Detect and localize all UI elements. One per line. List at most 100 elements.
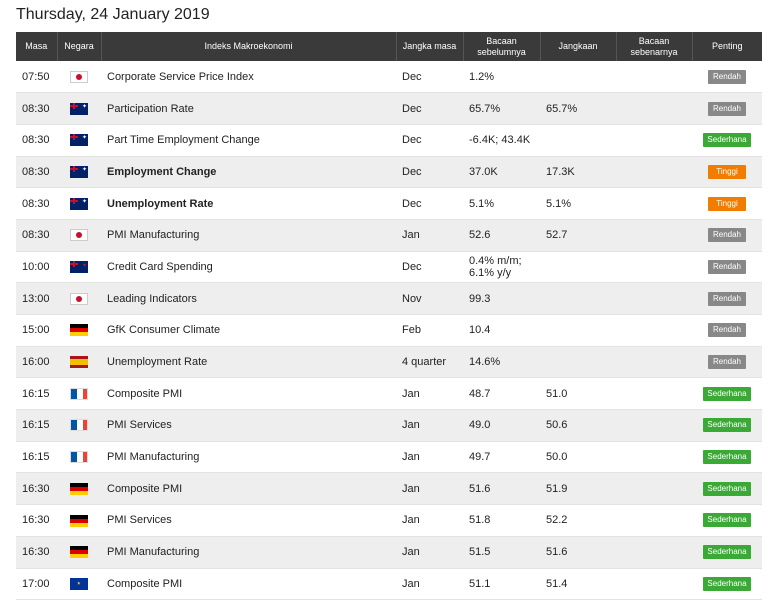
flag-de-icon (70, 324, 88, 337)
col-header-importance: Penting (692, 32, 762, 61)
cell-period: Jan (396, 536, 463, 569)
table-row[interactable]: 16:30 PMI Manufacturing Jan 51.5 51.6 Sederha… (16, 536, 762, 569)
table-row[interactable]: 16:15 Composite PMI Jan 48.7 51.0 Sederhana (16, 377, 762, 411)
table-row[interactable]: 16:15 PMI Manufacturing Jan 49.7 50.0 Sederha… (16, 441, 762, 474)
cell-index[interactable]: Composite PMI (101, 568, 396, 600)
cell-actual (616, 504, 692, 537)
cell-period: Dec (396, 251, 463, 284)
cell-country (57, 536, 101, 569)
cell-period: Jan (396, 568, 463, 600)
cell-index[interactable]: PMI Manufacturing (101, 536, 396, 569)
cell-index[interactable]: Unemployment Rate (101, 346, 396, 379)
col-header-period: Jangka masa (396, 32, 464, 61)
cell-actual (616, 219, 692, 252)
cell-previous: 51.6 (463, 472, 540, 506)
table-row[interactable]: 13:00 Leading Indicators Nov 99.3 Rendah (16, 282, 762, 315)
cell-actual (616, 409, 692, 442)
importance-badge: Tinggi (708, 164, 746, 179)
flag-jp-icon (70, 70, 88, 83)
flag-de-icon (70, 514, 88, 527)
cell-country (57, 346, 101, 379)
cell-period: Dec (396, 187, 463, 220)
cell-importance: Sederhana (692, 377, 762, 411)
cell-country (57, 61, 101, 94)
cell-importance: Sederhana (692, 441, 762, 474)
cell-importance: Rendah (692, 282, 762, 315)
table-row[interactable]: 16:30 PMI Services Jan 51.8 52.2 Sederhana (16, 504, 762, 537)
cell-time: 16:15 (16, 377, 57, 411)
cell-time: 16:30 (16, 504, 57, 537)
cell-period: Jan (396, 441, 463, 474)
cell-index[interactable]: Corporate Service Price Index (101, 61, 396, 94)
cell-actual (616, 61, 692, 94)
table-row[interactable]: 16:30 Composite PMI Jan 51.6 51.9 Sederhana (16, 472, 762, 506)
col-header-previous: Bacaan sebelumnya (463, 32, 541, 61)
cell-importance: Sederhana (692, 568, 762, 600)
importance-badge: Rendah (708, 323, 746, 338)
cell-country (57, 92, 101, 125)
cell-index[interactable]: Leading Indicators (101, 282, 396, 315)
cell-actual (616, 156, 692, 189)
table-row[interactable]: 07:50 Corporate Service Price Index Dec 1.2… (16, 61, 762, 94)
flag-fr-icon (70, 387, 88, 400)
cell-index[interactable]: Credit Card Spending (101, 251, 396, 284)
cell-period: Nov (396, 282, 463, 315)
cell-time: 07:50 (16, 61, 57, 94)
cell-index[interactable]: Employment Change (101, 156, 396, 189)
importance-badge: Rendah (708, 101, 746, 116)
cell-time: 13:00 (16, 282, 57, 315)
table-row[interactable]: 16:00 Unemployment Rate 4 quarter 14.6% Rend… (16, 346, 762, 379)
cell-previous: 1.2% (463, 61, 540, 94)
cell-previous: 14.6% (463, 346, 540, 379)
cell-index[interactable]: Part Time Employment Change (101, 124, 396, 157)
cell-previous: 49.7 (463, 441, 540, 474)
flag-au-icon (70, 165, 88, 178)
cell-importance: Rendah (692, 219, 762, 252)
flag-jp-icon (70, 292, 88, 305)
cell-index[interactable]: GfK Consumer Climate (101, 314, 396, 347)
table-row[interactable]: 08:30 PMI Manufacturing Jan 52.6 52.7 Rendah (16, 219, 762, 252)
cell-importance: Rendah (692, 92, 762, 125)
cell-forecast (540, 251, 616, 284)
table-row[interactable]: 16:15 PMI Services Jan 49.0 50.6 Sederhana (16, 409, 762, 442)
cell-index[interactable]: Unemployment Rate (101, 187, 396, 220)
cell-forecast: 50.0 (540, 441, 616, 474)
cell-index[interactable]: PMI Services (101, 504, 396, 537)
cell-importance: Rendah (692, 346, 762, 379)
cell-time: 17:00 (16, 568, 57, 600)
cell-importance: Tinggi (692, 187, 762, 220)
table-header-row: Masa Negara Indeks Makroekonomi Jangka m… (16, 32, 762, 61)
importance-badge: Sederhana (703, 545, 751, 560)
table-row[interactable]: 08:30Participation RateDec65.7%65.7%Rend… (16, 92, 762, 125)
cell-importance: Sederhana (692, 472, 762, 506)
flag-de-icon (70, 482, 88, 495)
cell-index[interactable]: Participation Rate (101, 92, 396, 125)
cell-importance: Rendah (692, 251, 762, 284)
cell-importance: Tinggi (692, 156, 762, 189)
cell-index[interactable]: Composite PMI (101, 472, 396, 506)
cell-index[interactable]: PMI Manufacturing (101, 219, 396, 252)
cell-time: 16:30 (16, 536, 57, 569)
cell-forecast (540, 124, 616, 157)
table-row[interactable]: 08:30 Part Time Employment ChangeDec-6.4K… (16, 124, 762, 157)
flag-eu-icon (70, 577, 88, 590)
cell-importance: Sederhana (692, 124, 762, 157)
cell-index[interactable]: PMI Manufacturing (101, 441, 396, 474)
cell-forecast (540, 314, 616, 347)
cell-period: 4 quarter (396, 346, 463, 379)
flag-nz-icon (70, 261, 88, 274)
cell-forecast: 52.7 (540, 219, 616, 252)
cell-country (57, 251, 101, 284)
importance-badge: Sederhana (703, 418, 751, 433)
cell-forecast: 52.2 (540, 504, 616, 537)
importance-badge: Sederhana (703, 386, 751, 401)
cell-index[interactable]: PMI Services (101, 409, 396, 442)
cell-actual (616, 92, 692, 125)
cell-index[interactable]: Composite PMI (101, 377, 396, 411)
table-row[interactable]: 15:00 GfK Consumer Climate Feb 10.4 Rendah (16, 314, 762, 347)
page-title: Thursday, 24 January 2019 (16, 6, 210, 23)
